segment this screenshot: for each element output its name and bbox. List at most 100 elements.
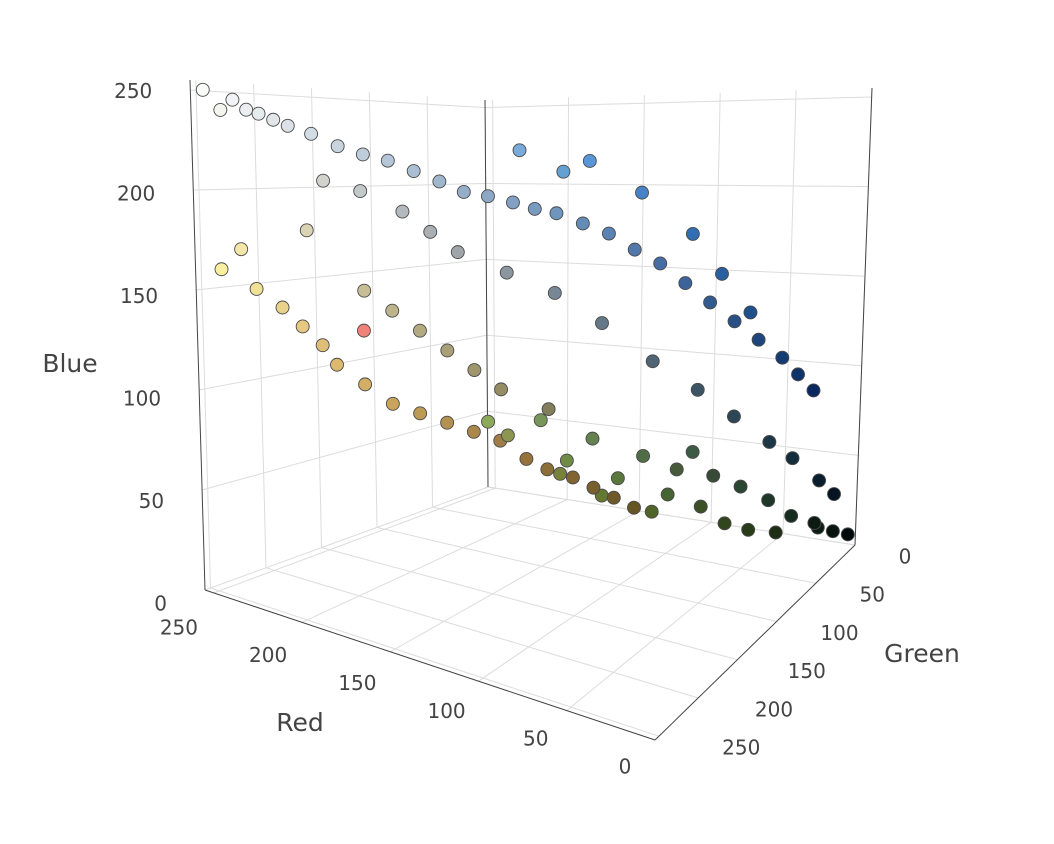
grid-line — [190, 89, 486, 109]
point — [806, 383, 821, 398]
x-tick-label: 100 — [427, 699, 465, 723]
point — [195, 82, 210, 97]
point — [653, 256, 668, 271]
point — [627, 500, 641, 515]
point — [355, 147, 370, 162]
point — [547, 286, 562, 300]
grid-line — [486, 334, 862, 367]
point — [499, 265, 514, 280]
point — [357, 283, 372, 298]
point — [762, 434, 777, 449]
point — [627, 242, 642, 257]
point — [295, 319, 310, 334]
point — [356, 323, 371, 338]
point — [353, 184, 368, 199]
point — [412, 323, 427, 338]
grid-line — [311, 88, 322, 548]
point — [440, 415, 455, 430]
point — [741, 522, 756, 537]
point — [385, 303, 400, 318]
point — [512, 143, 527, 158]
point — [299, 223, 314, 238]
point — [678, 276, 693, 291]
point — [432, 174, 447, 189]
point — [595, 316, 609, 331]
grid-line — [301, 499, 568, 623]
point — [565, 470, 580, 485]
grid-line — [195, 80, 211, 589]
grid-line — [485, 183, 869, 188]
axes — [189, 79, 873, 741]
point — [494, 382, 509, 397]
grid — [190, 80, 873, 741]
point — [586, 480, 601, 495]
grid-line — [566, 533, 784, 711]
point — [743, 305, 758, 320]
point — [249, 282, 264, 296]
point — [225, 92, 240, 107]
grid-line — [638, 95, 645, 511]
grid-line — [486, 258, 866, 277]
grid-line — [710, 92, 721, 523]
z-tick-label: 50 — [139, 489, 164, 513]
point — [239, 102, 254, 117]
point — [423, 224, 438, 239]
point — [636, 449, 651, 463]
point — [380, 153, 395, 168]
point — [213, 102, 228, 117]
grid-line — [253, 84, 267, 568]
grid-line — [265, 567, 699, 699]
point — [481, 414, 495, 429]
z-axis-title: Blue — [42, 349, 97, 378]
point — [506, 195, 520, 210]
point — [635, 185, 649, 200]
y-tick-label: 200 — [755, 697, 793, 721]
grid-line — [478, 521, 712, 682]
point — [559, 453, 574, 468]
point — [825, 524, 840, 539]
point — [644, 504, 659, 519]
point — [812, 473, 827, 488]
point — [685, 444, 700, 459]
point — [840, 527, 855, 542]
y-tick-label: 100 — [820, 621, 858, 645]
points — [195, 82, 855, 542]
z-tick-label: 0 — [154, 592, 167, 616]
box-edge — [484, 99, 489, 488]
grid-line — [321, 547, 738, 661]
point — [266, 112, 281, 127]
point — [553, 466, 568, 481]
point — [440, 343, 455, 358]
point — [315, 338, 330, 353]
box-edge — [854, 87, 873, 546]
grid-line — [390, 510, 640, 653]
point — [733, 479, 748, 494]
x-tick-label: 0 — [619, 755, 632, 779]
y-tick-label: 150 — [788, 659, 826, 683]
point — [690, 382, 705, 397]
point — [693, 499, 708, 514]
x-tick-label: 50 — [523, 727, 548, 751]
point — [330, 139, 345, 154]
grid-line — [201, 410, 488, 491]
y-axis-line — [654, 544, 856, 741]
grid-line — [213, 487, 496, 594]
y-tick-label: 50 — [860, 583, 885, 607]
point — [601, 226, 616, 241]
point — [768, 525, 783, 540]
z-tick-label: 200 — [117, 181, 155, 205]
point — [467, 363, 482, 377]
point — [234, 242, 249, 257]
grid-line — [204, 486, 489, 591]
grid-line — [485, 96, 872, 109]
point — [715, 266, 729, 281]
point — [466, 424, 481, 439]
x-tick-label: 250 — [160, 615, 198, 639]
point — [775, 350, 790, 365]
point — [575, 216, 590, 231]
x-axis-title: Red — [276, 708, 324, 737]
point — [785, 451, 800, 466]
grid-line — [782, 90, 797, 534]
